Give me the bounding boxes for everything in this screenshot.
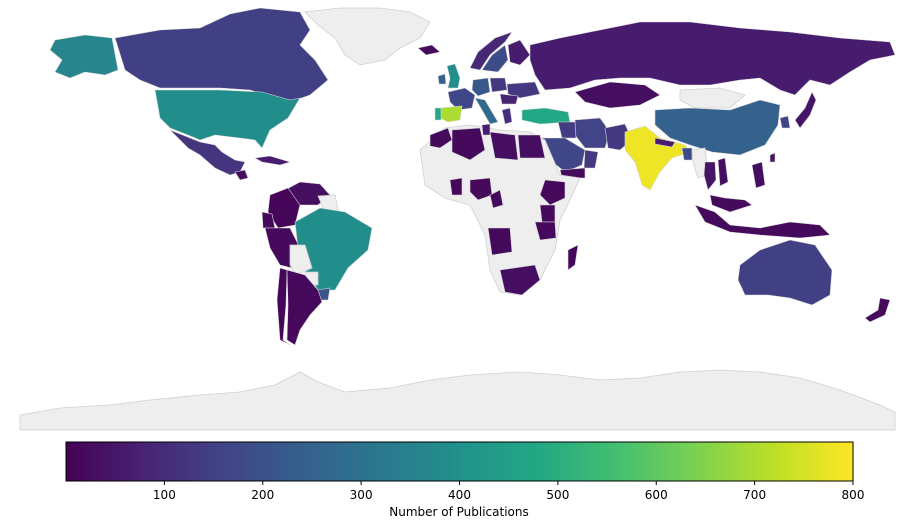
country-vietnam	[717, 157, 729, 187]
country-guatemala	[234, 169, 249, 181]
country-philippines	[751, 161, 766, 189]
country-morocco	[429, 127, 453, 149]
country-angola	[487, 227, 513, 256]
country-kenya	[539, 204, 556, 223]
colorbar-tick-label: 100	[153, 488, 176, 502]
country-canada	[114, 7, 329, 103]
country-china	[654, 99, 781, 156]
country-romania	[499, 93, 519, 105]
country-malaysia	[709, 194, 753, 213]
country-iceland	[417, 44, 441, 56]
country-kazakhstan	[574, 81, 661, 109]
country-antarctica	[19, 369, 896, 431]
country-iran	[574, 117, 611, 149]
country-colombia	[267, 187, 301, 229]
country-iraq	[557, 121, 577, 139]
country-japan	[794, 91, 817, 129]
country-germany	[471, 77, 491, 97]
country-south-korea	[779, 115, 791, 129]
country-australia	[737, 239, 833, 306]
country-greece	[501, 107, 513, 125]
country-myanmar	[691, 147, 709, 179]
colorbar-tick-label: 300	[350, 488, 373, 502]
country-finland	[507, 39, 531, 66]
colorbar-label: Number of Publications	[389, 505, 529, 519]
country-nepal	[654, 137, 676, 148]
country-spain	[439, 105, 463, 123]
country-argentina	[286, 269, 323, 346]
country-bolivia	[289, 244, 313, 276]
country-chile	[276, 267, 291, 346]
country-tunisia	[481, 123, 491, 136]
country-ghana	[449, 177, 463, 196]
country-portugal	[434, 107, 442, 121]
country-alaska	[49, 34, 119, 79]
country-cuba	[254, 155, 292, 166]
country-poland	[489, 77, 508, 93]
country-new-zealand	[864, 297, 891, 323]
colorbar-tick-label: 800	[842, 488, 865, 502]
africa-no-data	[419, 124, 581, 296]
country-oman	[583, 149, 599, 169]
country-mongolia	[679, 87, 746, 109]
country-russia	[529, 21, 896, 96]
country-cameroon	[489, 189, 504, 209]
country-bangladesh	[681, 147, 693, 161]
country-guyana	[317, 194, 339, 213]
country-libya	[489, 131, 519, 161]
country-ethiopia	[539, 179, 566, 206]
colorbar-tick-label: 400	[448, 488, 471, 502]
country-algeria	[451, 127, 486, 161]
colorbar	[65, 441, 854, 482]
country-greenland	[304, 7, 431, 66]
country-italy	[474, 97, 499, 125]
colorbar-tick-label: 700	[743, 488, 766, 502]
country-south-africa	[499, 264, 541, 296]
colorbar-tick-label: 200	[251, 488, 274, 502]
country-sweden	[481, 44, 509, 73]
country-ukraine	[506, 81, 541, 99]
country-ireland	[437, 73, 447, 85]
country-thailand	[703, 161, 717, 191]
country-france	[447, 87, 476, 111]
country-indonesia	[694, 204, 831, 239]
country-united-states	[154, 89, 301, 149]
country-egypt	[517, 134, 546, 159]
country-madagascar	[567, 244, 579, 271]
country-nigeria	[469, 177, 493, 201]
country-taiwan	[769, 152, 776, 163]
country-tanzania	[534, 221, 557, 241]
colorbar-tick-label: 500	[546, 488, 569, 502]
colorbar-tick-label: 600	[645, 488, 668, 502]
country-turkey	[521, 107, 571, 125]
country-norway	[469, 31, 513, 71]
country-united-kingdom	[446, 63, 461, 89]
colorbar-ticks: 100 200 300 400 500 600 700 800	[153, 481, 865, 502]
